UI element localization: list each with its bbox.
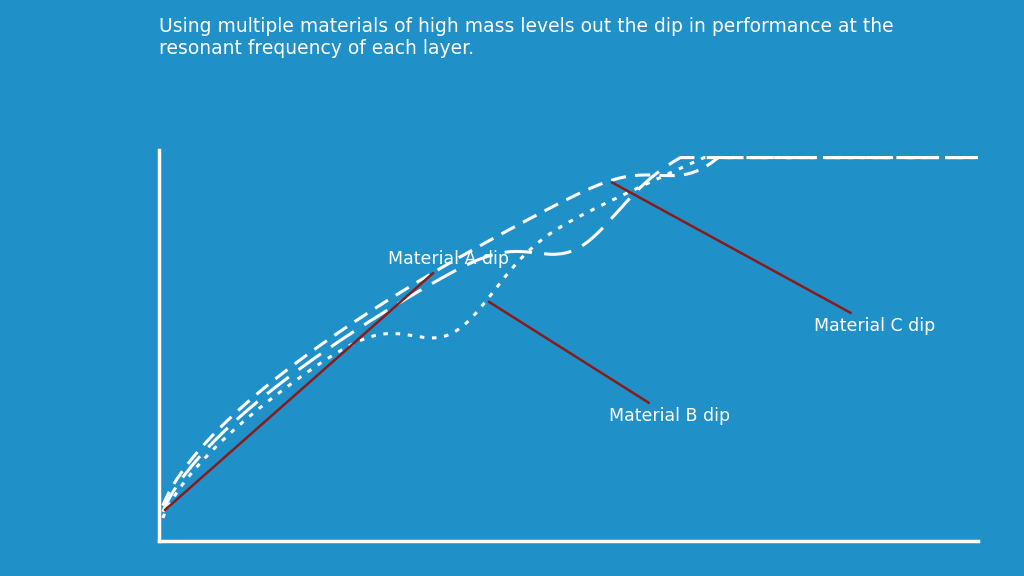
Text: Material A dip: Material A dip [165, 251, 509, 510]
Text: Material B dip: Material B dip [488, 302, 730, 425]
Text: Material C dip: Material C dip [611, 183, 935, 335]
Text: Using multiple materials of high mass levels out the dip in performance at the
r: Using multiple materials of high mass le… [159, 17, 893, 58]
